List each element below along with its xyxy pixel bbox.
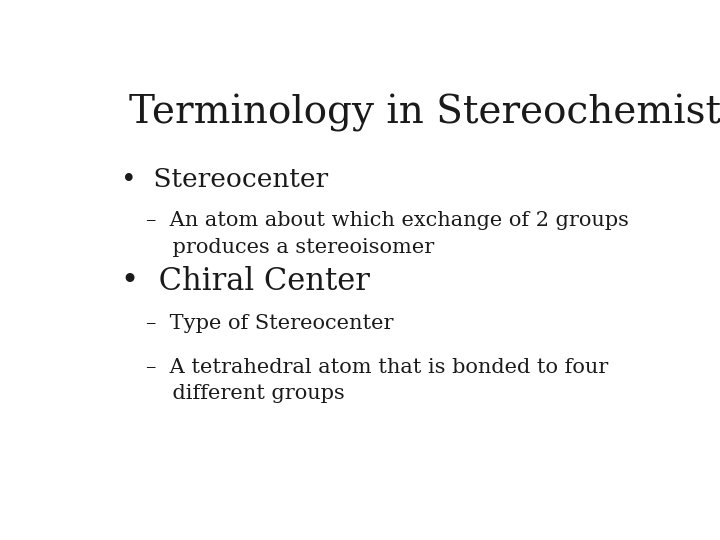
Text: •  Stereocenter: • Stereocenter (121, 167, 328, 192)
Text: Terminology in Stereochemistry: Terminology in Stereochemistry (129, 94, 720, 132)
Text: –  Type of Stereocenter: – Type of Stereocenter (145, 314, 393, 333)
Text: –  A tetrahedral atom that is bonded to four
    different groups: – A tetrahedral atom that is bonded to f… (145, 358, 608, 403)
Text: –  An atom about which exchange of 2 groups
    produces a stereoisomer: – An atom about which exchange of 2 grou… (145, 211, 629, 256)
Text: •  Chiral Center: • Chiral Center (121, 266, 369, 298)
